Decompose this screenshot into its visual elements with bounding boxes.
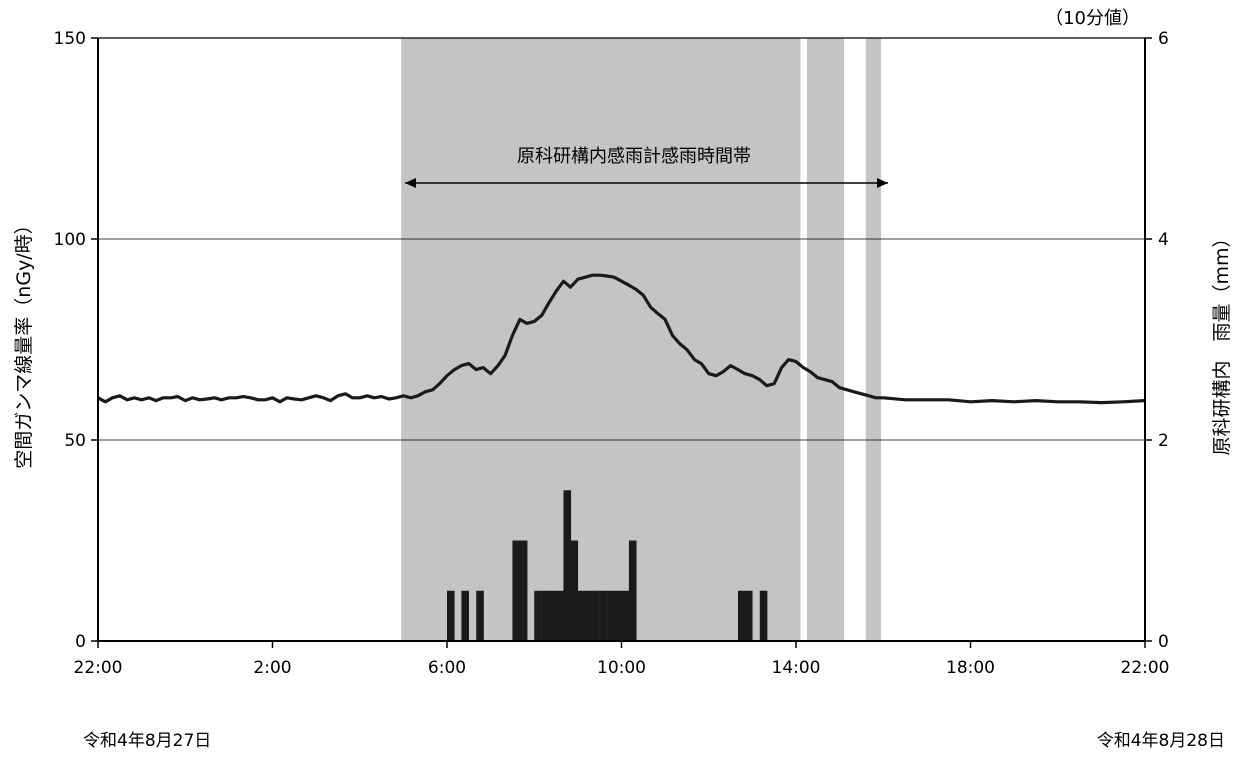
rain-bar-2 [476,590,484,641]
rain-bar-8 [556,590,564,641]
rain-band-0 [401,38,801,641]
rain-bar-10 [570,540,579,641]
rain-bar-6 [541,590,550,641]
x-tick-label: 18:00 [946,658,995,678]
left-tick-label: 50 [64,431,86,451]
rain-bar-20 [737,590,746,641]
end-date-label: 令和4年8月28日 [1097,731,1225,751]
rain-bar-4 [519,540,528,641]
left-tick-label: 150 [54,29,86,49]
rain-bar-3 [512,540,521,641]
start-date-label: 令和4年8月27日 [83,731,211,751]
right-axis-title: 原科研構内 雨量（mm） [1211,228,1233,455]
x-tick-label: 22:00 [1121,658,1170,678]
rain-bar-21 [744,590,753,641]
rain-bars [447,490,768,641]
x-tick-label: 22:00 [74,658,123,678]
tick-labels: 0 50 100 150 0 2 4 6 22:00 2:00 6:00 10:00 14:00 18:0… [54,29,1170,678]
rain-bar-1 [461,590,469,641]
rain-bar-13 [592,590,600,641]
rain-bar-11 [577,590,586,641]
gamma-series [97,273,1146,405]
x-tick-label: 14:00 [772,658,821,678]
right-tick-label: 2 [1158,431,1169,451]
x-tick-label: 2:00 [253,658,291,678]
left-tick-label: 100 [54,230,86,250]
rain-bar-16 [614,590,622,641]
right-tick-label: 0 [1158,632,1169,652]
rain-bar-0 [447,590,455,641]
rain-bar-15 [607,590,615,641]
rain-bar-17 [621,590,630,641]
right-tick-label: 6 [1158,29,1169,49]
x-tick-label: 6:00 [428,658,466,678]
rain-bar-7 [548,590,557,641]
rain-band-arrow [405,178,888,188]
right-tick-label: 4 [1158,230,1169,250]
rain-bar-14 [599,590,608,641]
left-axis-title: 空間ガンマ線量率（nGy/時） [13,215,35,468]
rain-band-2 [865,38,882,641]
rain-bar-5 [534,590,542,641]
rain-band-1 [806,38,844,641]
rain-bar-18 [628,540,637,641]
unit-note: （10分値） [1045,8,1140,29]
rain-bar-23 [759,590,768,641]
rain-period-bands [401,38,882,641]
rain-band-label: 原科研構内感雨計感雨時間帯 [517,146,751,167]
gamma-line [97,273,1146,405]
rain-bar-9 [563,490,572,641]
x-tick-label: 10:00 [597,658,646,678]
rain-bar-12 [585,590,593,641]
gridlines [98,238,1145,441]
left-tick-label: 0 [75,632,86,652]
